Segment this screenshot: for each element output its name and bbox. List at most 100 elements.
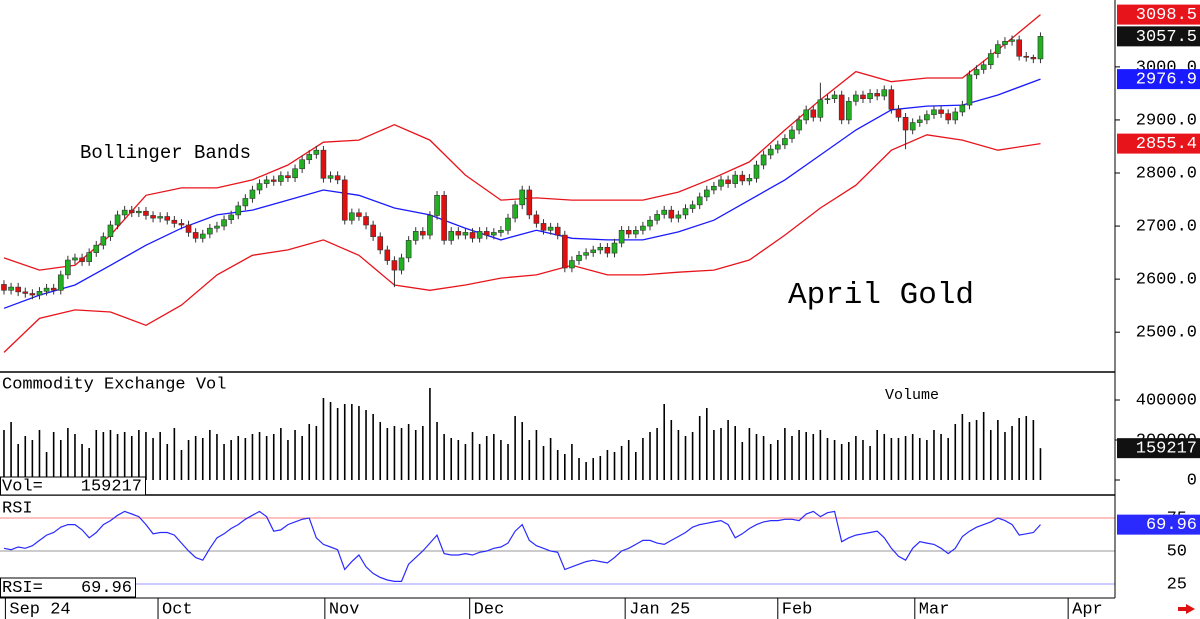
y-tick-label: 2700.0 [1136, 218, 1197, 237]
candle-body [455, 231, 462, 236]
text-layer: Bollinger Bands April Gold Commodity Exc… [2, 142, 974, 518]
candle-body [540, 223, 547, 231]
candle-body [796, 119, 802, 131]
candle-body [398, 257, 405, 271]
candle-body [292, 168, 298, 179]
candle-body [774, 144, 781, 150]
candle-body [767, 148, 774, 156]
candle-body [888, 89, 895, 110]
y-tick-label: 2800.0 [1136, 164, 1197, 183]
x-tick-label: Oct [162, 600, 193, 619]
value-label: 2976.9 [1136, 71, 1197, 90]
candle-body [597, 246, 604, 251]
candle-body [931, 109, 937, 115]
candle-body [306, 154, 313, 161]
candle-body [853, 94, 859, 102]
pane-label: Volume [885, 387, 939, 404]
candle-body [57, 274, 64, 291]
candle-body [576, 254, 582, 261]
candle-body [349, 212, 355, 221]
pane-title: RSI [2, 499, 33, 518]
candle-body [689, 204, 696, 209]
candle-body [221, 219, 227, 227]
bollinger-middle [3, 78, 1041, 309]
candle-body [462, 232, 469, 236]
candle-body [1037, 36, 1044, 60]
candle-body [547, 226, 554, 231]
candle-body [370, 224, 376, 237]
candle-body [526, 189, 533, 216]
candle-body [249, 189, 256, 199]
candle-body [498, 230, 504, 233]
candle-body [533, 214, 540, 224]
candle-body [405, 240, 412, 259]
grid-layer [0, 66, 1120, 619]
candle-body [824, 98, 831, 101]
candle-body [157, 216, 163, 219]
value-box [1117, 514, 1200, 535]
y-tick-label: 2900.0 [1136, 111, 1197, 130]
candle-body [164, 216, 171, 221]
candle-body [178, 223, 185, 226]
candle-body [618, 230, 625, 244]
value-box [1117, 4, 1200, 25]
candle-body [22, 291, 29, 294]
candle-body [1002, 41, 1008, 45]
candle-body [136, 210, 142, 214]
candle-body [207, 227, 213, 235]
candle-body [384, 249, 391, 261]
candle-body [448, 231, 455, 241]
candle-body [356, 212, 362, 217]
candle-body [703, 189, 710, 198]
candle-body [79, 257, 85, 262]
candle-body [583, 252, 589, 256]
candle-body [334, 175, 341, 181]
candle-body [895, 109, 902, 118]
value-label: 3057.5 [1136, 28, 1197, 47]
candle-body [299, 159, 305, 170]
candle-body [363, 216, 369, 226]
candle-body [476, 231, 483, 239]
readout-value: 159217 [81, 477, 142, 496]
candle-body [36, 291, 43, 296]
candle-body [65, 259, 71, 276]
candle-body [469, 232, 476, 239]
candle-body [391, 260, 398, 271]
candle-body [916, 119, 923, 123]
candle-body [341, 179, 348, 221]
candle-body [93, 244, 100, 253]
candle-body [1016, 39, 1022, 57]
candle-body [753, 164, 760, 179]
x-tick-label: Feb [782, 600, 813, 619]
value-box [1117, 133, 1200, 154]
value-box [1117, 438, 1200, 459]
candle-body [1, 284, 7, 291]
candle-body [15, 286, 21, 293]
candle-body [838, 94, 845, 121]
candle-body [661, 209, 668, 215]
x-tick-label: Nov [329, 600, 360, 619]
candle-body [654, 214, 660, 221]
value-label: 3098.5 [1136, 6, 1197, 25]
candle-body [1009, 39, 1015, 42]
candle-body [611, 242, 618, 254]
candle-body [782, 138, 788, 146]
candle-body [320, 149, 327, 179]
candle-body [739, 174, 746, 182]
candle-body [8, 286, 14, 291]
value-box [1117, 69, 1200, 90]
candle-body [959, 104, 966, 113]
candle-body [902, 116, 909, 131]
y-tick-label: 2600.0 [1136, 271, 1197, 290]
candle-body [150, 215, 156, 219]
candle-body [924, 114, 930, 121]
readout-box [0, 476, 146, 496]
candle-body [143, 210, 149, 216]
candle-body [682, 208, 689, 216]
candle-body [171, 219, 178, 224]
scroll-arrow [1178, 604, 1195, 614]
readout-box [0, 577, 136, 598]
candle-body [590, 249, 597, 253]
candle-body [100, 236, 107, 246]
value-box [1117, 26, 1200, 47]
